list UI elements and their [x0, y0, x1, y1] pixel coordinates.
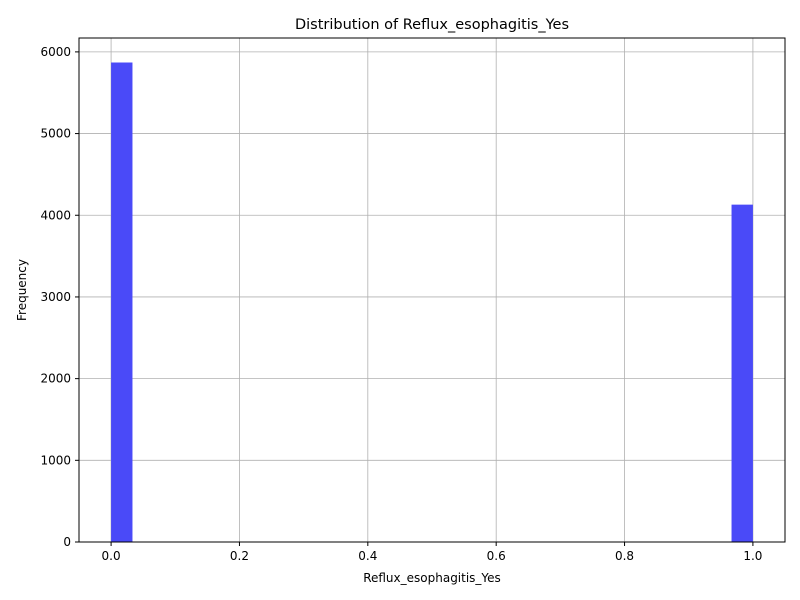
y-tick-label-4: 4000 — [40, 208, 71, 222]
x-tick-label-5: 1.0 — [743, 549, 762, 563]
x-axis-label: Reflux_esophagitis_Yes — [363, 571, 501, 585]
y-axis-ticks: 0 1000 2000 3000 4000 5000 6000 — [40, 45, 79, 549]
histogram-bar-0 — [111, 62, 133, 542]
x-axis-ticks: 0.0 0.2 0.4 0.6 0.8 1.0 — [102, 542, 762, 563]
x-tick-label-0: 0.0 — [102, 549, 121, 563]
grid-lines — [79, 38, 785, 543]
histogram-bar-1 — [731, 204, 753, 542]
x-tick-label-2: 0.4 — [358, 549, 377, 563]
y-tick-label-2: 2000 — [40, 372, 71, 386]
y-tick-label-0: 0 — [63, 535, 71, 549]
y-axis-label: Frequency — [15, 259, 29, 321]
chart-title: Distribution of Reflux_esophagitis_Yes — [295, 17, 569, 33]
bars-group — [111, 62, 753, 542]
x-tick-label-1: 0.2 — [230, 549, 249, 563]
y-tick-label-1: 1000 — [40, 453, 71, 467]
x-tick-label-4: 0.8 — [615, 549, 634, 563]
x-tick-label-3: 0.6 — [487, 549, 506, 563]
y-tick-label-5: 5000 — [40, 127, 71, 141]
plot-frame — [78, 37, 786, 543]
y-tick-label-3: 3000 — [40, 290, 71, 304]
y-tick-label-6: 6000 — [40, 45, 71, 59]
